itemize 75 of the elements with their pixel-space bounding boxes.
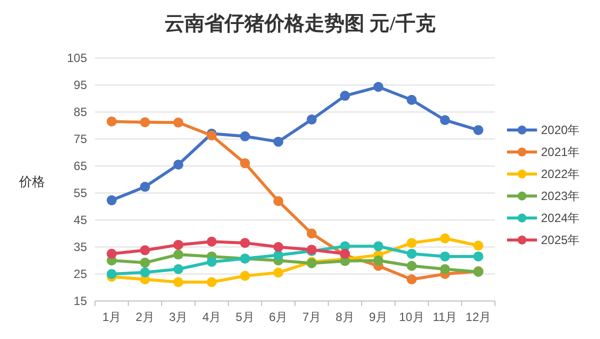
y-tick-label: 15 [74, 294, 88, 308]
point [206, 256, 217, 267]
x-tick-label: 1月 [102, 310, 122, 324]
x-tick-label: 5月 [236, 310, 254, 324]
x-tick-label: 8月 [336, 310, 354, 324]
point [473, 240, 484, 251]
point [140, 182, 150, 192]
point [273, 268, 284, 278]
point [173, 118, 184, 128]
point [173, 264, 184, 274]
y-tick-label: 65 [74, 159, 88, 173]
point [340, 90, 350, 101]
y-tick-label: 35 [74, 240, 88, 254]
x-tick-label: 12月 [466, 310, 492, 324]
point [106, 248, 117, 259]
point [106, 269, 117, 279]
x-tick-label: 7月 [302, 310, 322, 324]
point [240, 131, 250, 142]
point [440, 233, 450, 244]
point [406, 94, 417, 105]
y-tick-label: 85 [74, 105, 88, 119]
point [173, 240, 184, 250]
point [406, 274, 417, 284]
point [106, 116, 117, 126]
x-tick-label: 2月 [136, 310, 154, 324]
legend-label: 2025年 [541, 233, 580, 247]
legend-label: 2021年 [541, 145, 580, 159]
point [206, 236, 217, 247]
x-tick-label: 3月 [168, 310, 188, 324]
legend-label: 2022年 [541, 167, 580, 181]
chart-title: 云南省仔猪价格走势图 元/千克 [164, 12, 436, 35]
point [406, 238, 417, 248]
point [306, 114, 317, 125]
y-tick-label: 95 [74, 78, 88, 92]
point [273, 136, 284, 147]
y-axis-title: 价格 [18, 174, 45, 189]
x-tick-label: 9月 [368, 310, 388, 324]
point [106, 195, 117, 206]
point [306, 228, 317, 238]
point [173, 277, 184, 288]
y-tick-label: 75 [74, 132, 88, 146]
point [140, 258, 150, 268]
point [473, 125, 484, 136]
y-tick-label: 25 [74, 267, 88, 281]
x-tick-label: 6月 [268, 310, 288, 324]
point [240, 270, 250, 281]
point [140, 117, 150, 128]
point [240, 238, 250, 248]
point [173, 160, 184, 170]
point [440, 115, 450, 126]
point [406, 248, 417, 259]
x-tick-label: 11月 [432, 310, 458, 324]
point [140, 267, 150, 278]
y-tick-label: 105 [66, 51, 88, 65]
x-tick-label: 10月 [398, 310, 424, 324]
point [140, 245, 150, 256]
point [273, 242, 284, 252]
y-tick-label: 55 [74, 186, 88, 200]
legend-label: 2020年 [541, 123, 580, 137]
point [373, 256, 384, 266]
point [373, 82, 384, 92]
x-tick-label: 4月 [202, 310, 222, 324]
point [273, 196, 284, 206]
point [206, 277, 217, 288]
point [440, 264, 450, 274]
point [373, 241, 384, 252]
point [440, 251, 450, 262]
point [240, 158, 250, 168]
point [406, 260, 417, 271]
legend-label: 2024年 [541, 211, 580, 225]
point [273, 250, 284, 260]
legend-label: 2023年 [541, 189, 580, 203]
point [173, 250, 184, 260]
y-tick-label: 45 [74, 213, 88, 227]
point [473, 251, 484, 262]
